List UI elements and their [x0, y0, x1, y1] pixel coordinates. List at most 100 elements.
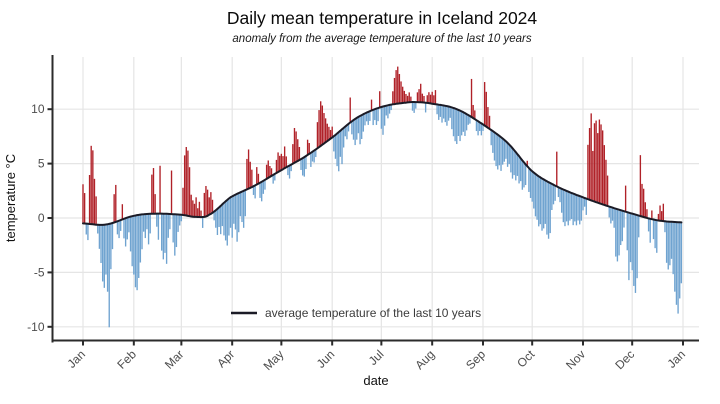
anomaly-bar	[147, 213, 150, 245]
anomaly-bar	[516, 154, 519, 176]
anomaly-bar	[156, 213, 158, 227]
anomaly-bar	[538, 176, 540, 227]
anomaly-bar	[667, 221, 669, 270]
anomaly-bar	[246, 158, 248, 190]
anomaly-bar	[583, 197, 586, 207]
anomaly-bar	[479, 122, 481, 132]
anomaly-bar	[426, 95, 428, 103]
anomaly-bar	[218, 207, 220, 227]
anomaly-bar	[542, 179, 545, 229]
anomaly-bar	[474, 110, 476, 120]
anomaly-bar	[111, 223, 114, 250]
anomaly-bar	[333, 136, 335, 152]
anomaly-bar	[298, 146, 301, 161]
anomaly-bar	[410, 96, 412, 103]
anomaly-bar	[328, 126, 330, 140]
anomaly-bar	[108, 223, 110, 328]
anomaly-bar	[664, 221, 666, 233]
anomaly-bar	[549, 183, 551, 234]
anomaly-bar	[556, 151, 558, 187]
anomaly-bar	[159, 165, 161, 214]
anomaly-bar	[511, 148, 514, 179]
anomaly-bar	[588, 128, 591, 200]
anomaly-bar	[216, 208, 219, 236]
anomaly-bar	[220, 205, 222, 235]
anomaly-bar	[374, 109, 376, 121]
anomaly-bar	[669, 221, 671, 266]
anomaly-bar	[177, 214, 179, 232]
anomaly-bar	[416, 92, 419, 103]
anomaly-bar	[572, 193, 574, 226]
anomaly-bar	[652, 219, 655, 240]
anomaly-bar	[438, 104, 440, 120]
anomaly-bar	[498, 135, 501, 166]
anomaly-bar	[352, 120, 355, 140]
anomaly-bar	[229, 197, 232, 228]
anomaly-bar	[465, 114, 468, 131]
anomaly-bar	[585, 198, 587, 215]
anomaly-bar	[259, 182, 261, 198]
anomaly-bar	[579, 196, 581, 225]
axes	[47, 55, 699, 346]
anomaly-bar	[362, 114, 365, 132]
anomaly-bar	[346, 125, 348, 140]
anomaly-bar	[380, 107, 383, 129]
anomaly-bar	[411, 102, 414, 111]
anomaly-bar	[470, 78, 473, 118]
anomaly-bars	[82, 66, 683, 328]
anomaly-bar	[501, 138, 504, 165]
anomaly-bar	[488, 115, 491, 129]
anomaly-bar	[195, 197, 197, 217]
anomaly-bar	[497, 134, 499, 170]
anomaly-bar	[447, 106, 450, 121]
anomaly-bar	[665, 221, 668, 263]
anomaly-bar	[446, 106, 448, 126]
anomaly-bar	[100, 224, 102, 264]
anomaly-bar	[679, 222, 681, 299]
anomaly-bar	[138, 214, 140, 278]
anomaly-bar	[398, 74, 401, 104]
anomaly-bar	[103, 224, 105, 288]
anomaly-bar	[282, 156, 284, 170]
anomaly-bar	[480, 123, 483, 136]
anomaly-bar	[506, 142, 509, 167]
anomaly-bar	[639, 155, 642, 217]
anomaly-bar	[180, 214, 183, 222]
anomaly-bar	[161, 213, 163, 251]
anomaly-bar	[238, 193, 240, 233]
anomaly-bar	[283, 146, 286, 169]
anomaly-bar	[657, 213, 660, 221]
anomaly-bar	[626, 212, 628, 251]
anomaly-bar	[95, 196, 97, 225]
anomaly-bar	[305, 155, 307, 170]
anomaly-bar	[301, 158, 304, 176]
anomaly-bar	[629, 213, 632, 263]
anomaly-bar	[208, 197, 210, 215]
anomaly-bar	[392, 91, 394, 105]
anomaly-bar	[552, 184, 555, 205]
anomaly-bar	[336, 133, 338, 167]
anomaly-bar	[170, 170, 173, 215]
anomaly-bar	[334, 134, 337, 159]
x-tick-label: Aug	[412, 347, 437, 372]
anomaly-bar	[528, 168, 530, 192]
x-tick-label: Dec	[612, 347, 637, 372]
anomaly-bar	[120, 220, 122, 231]
anomaly-bar	[661, 211, 663, 221]
anomaly-bar	[526, 160, 528, 167]
anomaly-bar	[567, 191, 569, 226]
anomaly-bar	[275, 159, 278, 173]
anomaly-bar	[210, 192, 212, 214]
anomaly-bar	[415, 102, 417, 109]
anomaly-bar	[428, 92, 430, 104]
anomaly-bar	[469, 116, 471, 124]
anomaly-bar	[361, 115, 363, 140]
anomaly-bar	[536, 175, 538, 220]
anomaly-bar	[251, 169, 253, 188]
anomaly-bar	[547, 182, 550, 239]
anomaly-bar	[490, 129, 492, 146]
anomaly-bar	[564, 190, 566, 227]
anomaly-bar	[628, 212, 630, 281]
anomaly-bar	[500, 137, 502, 171]
